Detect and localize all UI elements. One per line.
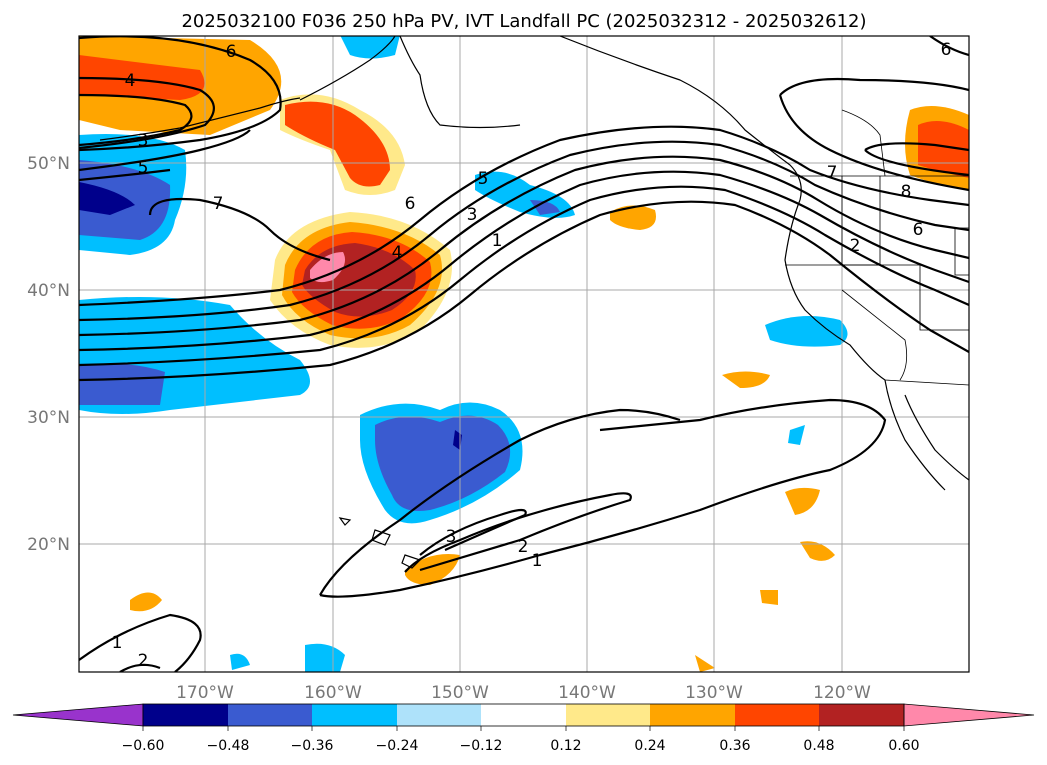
- contour-label: 6: [913, 220, 924, 240]
- contour-label: 7: [827, 163, 838, 183]
- colorbar-outline: [142, 703, 905, 727]
- contour-label: 1: [492, 231, 503, 251]
- contour-label: 1: [112, 633, 123, 653]
- lat-tick-label: 50°N: [27, 154, 70, 174]
- lon-tick-label: 130°W: [685, 683, 743, 703]
- colorbar-extend-low: [12, 703, 144, 727]
- lon-tick-label: 150°W: [431, 683, 489, 703]
- colorbar-swatch: [650, 704, 735, 726]
- colorbar-tick-label: −0.60: [122, 738, 165, 754]
- colorbar-swatch: [819, 704, 904, 726]
- contour-label: 2: [138, 651, 149, 671]
- lat-tick-label: 30°N: [27, 408, 70, 428]
- lat-tick-label: 20°N: [27, 535, 70, 555]
- colorbar-swatch: [735, 704, 819, 726]
- contour-label: 4: [125, 71, 136, 91]
- contour-label: 3: [446, 527, 457, 547]
- colorbar-tick-label: 0.60: [888, 738, 919, 754]
- contour-label: 1: [532, 551, 543, 571]
- lon-axis-labels: 170°W 160°W 150°W 140°W 130°W 120°W: [176, 683, 871, 703]
- contour-label: 6: [405, 194, 416, 214]
- contour-label: 3: [138, 131, 149, 151]
- contour-label: 3: [467, 205, 478, 225]
- colorbar-extend-high: [903, 703, 1035, 727]
- colorbar-tick-label: 0.48: [803, 738, 834, 754]
- contour-label: 2: [518, 537, 529, 557]
- colorbar-swatch: [481, 704, 566, 726]
- colorbar-swatch: [143, 704, 228, 726]
- contour-label: 6: [941, 40, 952, 60]
- colorbar-tick-label: −0.36: [291, 738, 334, 754]
- colorbar-tick-label: −0.48: [207, 738, 250, 754]
- colorbar-swatch: [312, 704, 397, 726]
- contour-labels: 6 4 3 5 7 6 5 3 4 1 2 6 8 7 6 3 2 1 1 2: [112, 40, 952, 671]
- colorbar-tick-label: 0.36: [719, 738, 750, 754]
- contour-label: 6: [226, 42, 237, 62]
- lat-axis-labels: 50°N 40°N 30°N 20°N: [27, 154, 70, 555]
- figure-title: 2025032100 F036 250 hPa PV, IVT Landfall…: [181, 11, 866, 32]
- lon-tick-label: 120°W: [813, 683, 871, 703]
- colorbar-swatch: [397, 704, 481, 726]
- contour-label: 4: [392, 243, 403, 263]
- colorbar: −0.60 −0.48 −0.36 −0.24 −0.12 0.12 0.24 …: [12, 703, 1035, 754]
- lat-tick-label: 40°N: [27, 281, 70, 301]
- lon-tick-label: 160°W: [304, 683, 362, 703]
- colorbar-swatch: [228, 704, 312, 726]
- map-panel: 6 4 3 5 7 6 5 3 4 1 2 6 8 7 6 3 2 1 1 2: [79, 36, 969, 672]
- colorbar-tick-label: 0.24: [634, 738, 665, 754]
- lon-tick-label: 140°W: [558, 683, 616, 703]
- contour-label: 5: [138, 158, 149, 178]
- contour-label: 5: [478, 169, 489, 189]
- contour-label: 7: [213, 194, 224, 214]
- lon-tick-label: 170°W: [176, 683, 234, 703]
- colorbar-tick-label: −0.12: [460, 738, 503, 754]
- map-frame: [78, 35, 970, 673]
- contour-label: 8: [901, 182, 912, 202]
- gridlines: [79, 36, 969, 672]
- contour-label: 2: [850, 236, 861, 256]
- colorbar-tick-label: 0.12: [550, 738, 581, 754]
- colorbar-swatch: [566, 704, 650, 726]
- coastlines: [99, 36, 969, 569]
- colorbar-tick-label: −0.24: [376, 738, 419, 754]
- ivt-contours: [79, 36, 969, 672]
